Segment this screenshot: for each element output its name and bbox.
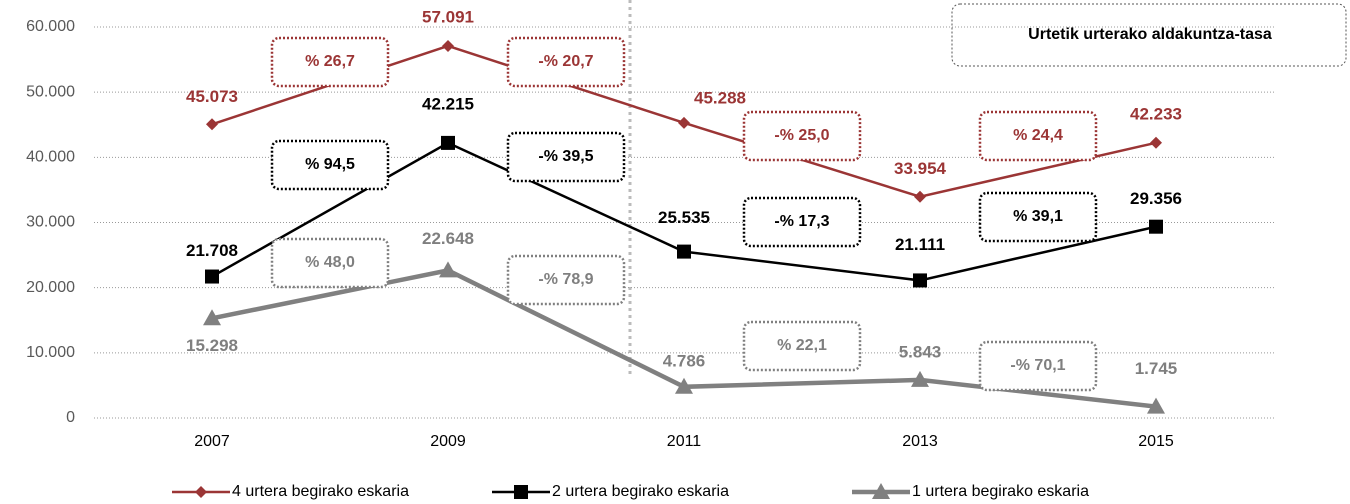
- data-label: 29.356: [1130, 189, 1182, 208]
- x-tick-label: 2009: [430, 433, 466, 450]
- marker: [678, 116, 690, 129]
- data-label: 21.111: [895, 235, 945, 254]
- change-box: [270, 237, 390, 289]
- change-box: [506, 36, 626, 88]
- change-box: [978, 340, 1098, 392]
- data-label: 5.843: [899, 342, 942, 361]
- marker: [914, 190, 926, 203]
- legend-marker: [872, 483, 890, 499]
- data-label: 22.648: [422, 229, 474, 248]
- annotation: Urtetik urterako aldakuntza-tasa: [1028, 26, 1272, 43]
- change-label: -% 20,7: [538, 53, 593, 70]
- x-tick-label: 2015: [1138, 433, 1174, 450]
- y-tick-label: 10.000: [26, 344, 75, 361]
- change-box: [978, 191, 1098, 243]
- y-tick-label: 40.000: [26, 149, 75, 166]
- marker: [205, 269, 219, 284]
- change-label: -% 17,3: [774, 213, 829, 230]
- change-box: [506, 254, 626, 306]
- data-label: 57.091: [422, 7, 474, 26]
- data-label: 25.535: [658, 208, 710, 227]
- change-box: [506, 131, 626, 183]
- y-tick-label: 0: [66, 409, 75, 426]
- x-tick-label: 2011: [667, 433, 702, 450]
- marker: [206, 118, 218, 131]
- change-box: [742, 320, 862, 372]
- change-box: [270, 139, 390, 191]
- change-box: [270, 36, 390, 88]
- marker: [439, 261, 457, 278]
- data-label: 45.288: [694, 88, 746, 107]
- data-label: 45.073: [186, 87, 238, 106]
- annotation-box: [951, 3, 1347, 67]
- change-box: [742, 196, 862, 248]
- data-label: 4.786: [663, 351, 706, 370]
- change-box: [978, 110, 1098, 162]
- change-label: % 39,1: [1013, 208, 1063, 225]
- marker: [1147, 397, 1165, 414]
- change-label: % 48,0: [305, 254, 355, 271]
- change-label: -% 39,5: [538, 148, 593, 165]
- y-tick-label: 60.000: [26, 18, 75, 35]
- change-label: % 26,7: [305, 53, 355, 70]
- change-label: -% 25,0: [774, 127, 829, 144]
- change-label: -% 70,1: [1010, 357, 1065, 374]
- data-label: 1.745: [1135, 359, 1178, 378]
- data-label: 21.708: [186, 241, 238, 260]
- x-tick-label: 2007: [194, 433, 230, 450]
- marker: [1149, 219, 1163, 234]
- change-box: [742, 110, 862, 162]
- data-label: 42.233: [1130, 104, 1182, 123]
- change-label: % 22,1: [777, 337, 827, 354]
- y-tick-label: 30.000: [26, 214, 75, 231]
- marker: [441, 135, 455, 150]
- y-tick-label: 20.000: [26, 279, 75, 296]
- marker: [442, 39, 454, 52]
- marker: [675, 377, 693, 394]
- legend-label: 4 urtera begirako eskaria: [232, 483, 409, 500]
- legend-marker: [195, 486, 207, 498]
- legend-marker: [514, 485, 528, 499]
- change-label: % 24,4: [1013, 127, 1063, 144]
- marker: [911, 370, 929, 387]
- data-label: 42.215: [422, 94, 474, 113]
- data-label: 33.954: [894, 159, 947, 178]
- legend-label: 2 urtera begirako eskaria: [552, 483, 729, 500]
- data-label: 15.298: [186, 336, 238, 355]
- x-tick-label: 2013: [902, 433, 938, 450]
- legend-label: 1 urtera begirako eskaria: [912, 483, 1089, 500]
- y-tick-label: 50.000: [26, 83, 75, 100]
- marker: [1150, 136, 1162, 149]
- marker: [913, 273, 927, 288]
- marker: [203, 309, 221, 326]
- marker: [677, 244, 691, 259]
- change-label: -% 78,9: [538, 271, 593, 288]
- change-label: % 94,5: [305, 156, 355, 173]
